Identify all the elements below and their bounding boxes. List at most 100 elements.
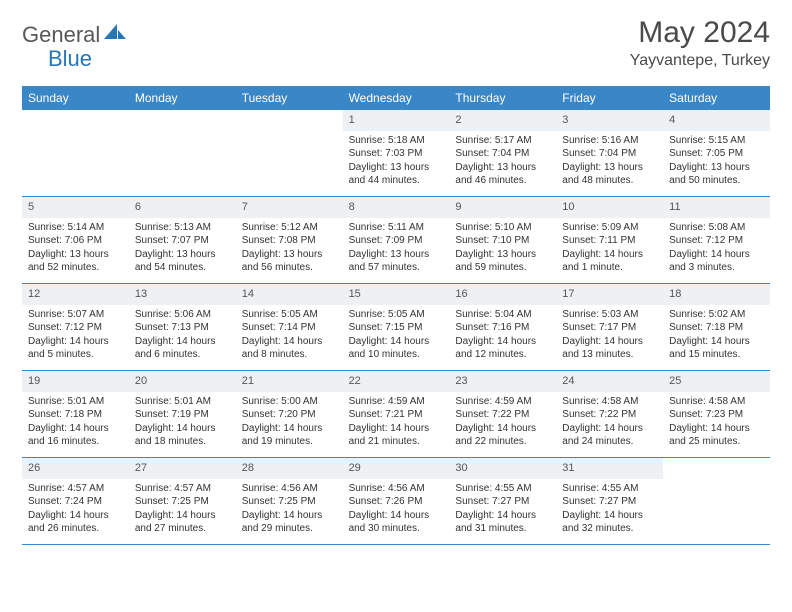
calendar-grid: SundayMondayTuesdayWednesdayThursdayFrid… xyxy=(22,86,770,545)
weekday-sunday: Sunday xyxy=(22,86,129,110)
day-details: Sunrise: 5:17 AMSunset: 7:04 PMDaylight:… xyxy=(449,134,556,192)
day-number: 20 xyxy=(129,371,236,392)
daylight-text: Daylight: 14 hours and 24 minutes. xyxy=(562,422,657,449)
sunset-text: Sunset: 7:26 PM xyxy=(349,495,444,509)
day-number: 21 xyxy=(236,371,343,392)
brand-part1: General xyxy=(22,22,100,48)
day-3: 3Sunrise: 5:16 AMSunset: 7:04 PMDaylight… xyxy=(556,110,663,196)
sunset-text: Sunset: 7:16 PM xyxy=(455,321,550,335)
sunrise-text: Sunrise: 4:55 AM xyxy=(562,482,657,496)
day-20: 20 Sunrise: 5:01 AMSunset: 7:19 PMDayligh… xyxy=(129,371,236,457)
day-number: 15 xyxy=(343,284,450,305)
sunrise-text: Sunrise: 5:03 AM xyxy=(562,308,657,322)
sunset-text: Sunset: 7:06 PM xyxy=(28,234,123,248)
sunset-text: Sunset: 7:22 PM xyxy=(562,408,657,422)
daylight-text: Daylight: 14 hours and 8 minutes. xyxy=(242,335,337,362)
day-details: Sunrise: 4:56 AMSunset: 7:26 PMDaylight:… xyxy=(343,482,450,540)
daylight-text: Daylight: 14 hours and 32 minutes. xyxy=(562,509,657,536)
day-number: 17 xyxy=(556,284,663,305)
sunset-text: Sunset: 7:11 PM xyxy=(562,234,657,248)
week-row: ...1Sunrise: 5:18 AMSunset: 7:03 PMDayli… xyxy=(22,110,770,197)
day-details: Sunrise: 5:12 AMSunset: 7:08 PMDaylight:… xyxy=(236,221,343,279)
sunset-text: Sunset: 7:03 PM xyxy=(349,147,444,161)
day-number: 27 xyxy=(129,458,236,479)
day-number: 18 xyxy=(663,284,770,305)
day-4: 4Sunrise: 5:15 AMSunset: 7:05 PMDaylight… xyxy=(663,110,770,196)
sunset-text: Sunset: 7:13 PM xyxy=(135,321,230,335)
daylight-text: Daylight: 13 hours and 59 minutes. xyxy=(455,248,550,275)
day-number: 25 xyxy=(663,371,770,392)
day-empty: . xyxy=(236,110,343,196)
sunrise-text: Sunrise: 5:06 AM xyxy=(135,308,230,322)
sunrise-text: Sunrise: 5:17 AM xyxy=(455,134,550,148)
title-block: May 2024 Yayvantepe, Turkey xyxy=(630,16,770,70)
day-details: Sunrise: 5:02 AMSunset: 7:18 PMDaylight:… xyxy=(663,308,770,366)
sunrise-text: Sunrise: 5:11 AM xyxy=(349,221,444,235)
day-28: 28Sunrise: 4:56 AMSunset: 7:25 PMDayligh… xyxy=(236,458,343,544)
weekday-friday: Friday xyxy=(556,86,663,110)
sunset-text: Sunset: 7:12 PM xyxy=(669,234,764,248)
day-27: 27 Sunrise: 4:57 AMSunset: 7:25 PMDayligh… xyxy=(129,458,236,544)
logo-sail-icon xyxy=(104,24,126,47)
sunset-text: Sunset: 7:12 PM xyxy=(28,321,123,335)
day-empty: . xyxy=(663,458,770,544)
daylight-text: Daylight: 14 hours and 3 minutes. xyxy=(669,248,764,275)
calendar-page: General May 2024 Yayvantepe, Turkey Blue… xyxy=(0,0,792,561)
location-label: Yayvantepe, Turkey xyxy=(630,52,770,70)
daylight-text: Daylight: 13 hours and 50 minutes. xyxy=(669,161,764,188)
day-details: Sunrise: 5:07 AMSunset: 7:12 PMDaylight:… xyxy=(22,308,129,366)
day-details: Sunrise: 4:59 AMSunset: 7:22 PMDaylight:… xyxy=(449,395,556,453)
day-10: 10Sunrise: 5:09 AMSunset: 7:11 PMDayligh… xyxy=(556,197,663,283)
daylight-text: Daylight: 14 hours and 27 minutes. xyxy=(135,509,230,536)
daylight-text: Daylight: 14 hours and 30 minutes. xyxy=(349,509,444,536)
day-details: Sunrise: 5:03 AMSunset: 7:17 PMDaylight:… xyxy=(556,308,663,366)
day-details: Sunrise: 4:57 AMSunset: 7:25 PMDaylight:… xyxy=(129,482,236,540)
day-5: 5Sunrise: 5:14 AMSunset: 7:06 PMDaylight… xyxy=(22,197,129,283)
day-number: 11 xyxy=(663,197,770,218)
daylight-text: Daylight: 14 hours and 10 minutes. xyxy=(349,335,444,362)
day-number: 30 xyxy=(449,458,556,479)
sunset-text: Sunset: 7:21 PM xyxy=(349,408,444,422)
day-9: 9Sunrise: 5:10 AMSunset: 7:10 PMDaylight… xyxy=(449,197,556,283)
day-details: Sunrise: 5:15 AMSunset: 7:05 PMDaylight:… xyxy=(663,134,770,192)
sunrise-text: Sunrise: 5:05 AM xyxy=(349,308,444,322)
day-details: Sunrise: 5:05 AMSunset: 7:14 PMDaylight:… xyxy=(236,308,343,366)
daylight-text: Daylight: 14 hours and 29 minutes. xyxy=(242,509,337,536)
day-details: Sunrise: 5:14 AMSunset: 7:06 PMDaylight:… xyxy=(22,221,129,279)
day-15: 15 Sunrise: 5:05 AMSunset: 7:15 PMDayligh… xyxy=(343,284,450,370)
sunset-text: Sunset: 7:18 PM xyxy=(669,321,764,335)
day-details: Sunrise: 4:58 AMSunset: 7:23 PMDaylight:… xyxy=(663,395,770,453)
day-details: Sunrise: 5:04 AMSunset: 7:16 PMDaylight:… xyxy=(449,308,556,366)
sunrise-text: Sunrise: 4:56 AM xyxy=(349,482,444,496)
day-details: Sunrise: 4:59 AMSunset: 7:21 PMDaylight:… xyxy=(343,395,450,453)
day-details: Sunrise: 5:11 AMSunset: 7:09 PMDaylight:… xyxy=(343,221,450,279)
daylight-text: Daylight: 13 hours and 56 minutes. xyxy=(242,248,337,275)
day-2: 2 Sunrise: 5:17 AMSunset: 7:04 PMDaylight… xyxy=(449,110,556,196)
week-row: 19Sunrise: 5:01 AMSunset: 7:18 PMDayligh… xyxy=(22,371,770,458)
day-14: 14Sunrise: 5:05 AMSunset: 7:14 PMDayligh… xyxy=(236,284,343,370)
day-details: Sunrise: 5:13 AMSunset: 7:07 PMDaylight:… xyxy=(129,221,236,279)
daylight-text: Daylight: 14 hours and 19 minutes. xyxy=(242,422,337,449)
day-6: 6Sunrise: 5:13 AMSunset: 7:07 PMDaylight… xyxy=(129,197,236,283)
day-number: 8 xyxy=(343,197,450,218)
day-number: 7 xyxy=(236,197,343,218)
day-number: 28 xyxy=(236,458,343,479)
day-24: 24Sunrise: 4:58 AMSunset: 7:22 PMDayligh… xyxy=(556,371,663,457)
day-30: 30Sunrise: 4:55 AMSunset: 7:27 PMDayligh… xyxy=(449,458,556,544)
daylight-text: Daylight: 14 hours and 22 minutes. xyxy=(455,422,550,449)
sunset-text: Sunset: 7:15 PM xyxy=(349,321,444,335)
sunrise-text: Sunrise: 4:58 AM xyxy=(562,395,657,409)
sunset-text: Sunset: 7:04 PM xyxy=(562,147,657,161)
day-29: 29Sunrise: 4:56 AMSunset: 7:26 PMDayligh… xyxy=(343,458,450,544)
daylight-text: Daylight: 13 hours and 44 minutes. xyxy=(349,161,444,188)
day-details: Sunrise: 5:08 AMSunset: 7:12 PMDaylight:… xyxy=(663,221,770,279)
day-number: 22 xyxy=(343,371,450,392)
sunrise-text: Sunrise: 4:55 AM xyxy=(455,482,550,496)
day-details: Sunrise: 4:57 AMSunset: 7:24 PMDaylight:… xyxy=(22,482,129,540)
sunset-text: Sunset: 7:25 PM xyxy=(135,495,230,509)
sunrise-text: Sunrise: 4:59 AM xyxy=(349,395,444,409)
day-number: 2 xyxy=(449,110,556,131)
day-31: 31Sunrise: 4:55 AMSunset: 7:27 PMDayligh… xyxy=(556,458,663,544)
brand-logo: General xyxy=(22,22,128,48)
day-details: Sunrise: 5:01 AMSunset: 7:19 PMDaylight:… xyxy=(129,395,236,453)
